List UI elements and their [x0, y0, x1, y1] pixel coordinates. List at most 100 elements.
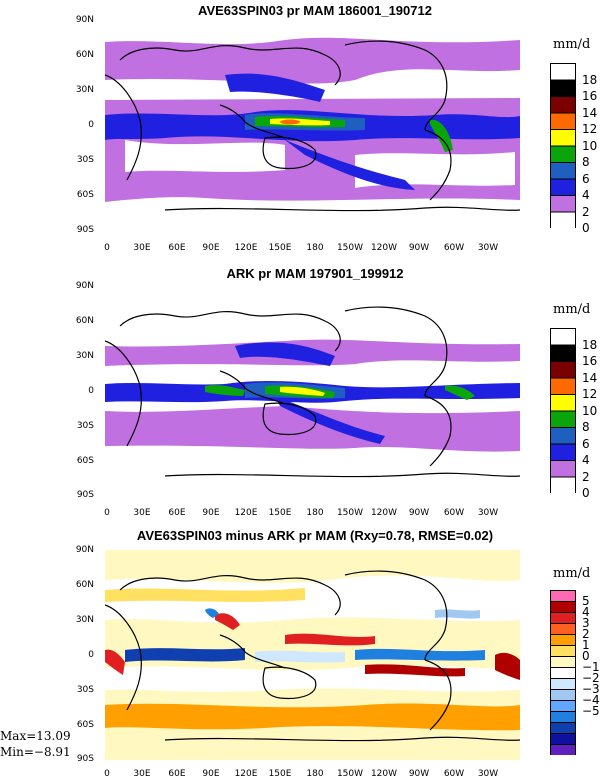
- colorbar-label: −5: [582, 704, 600, 718]
- colorbar-label: 4: [582, 605, 590, 619]
- colorbar-label: 8: [582, 420, 590, 434]
- colorbar-label: 1: [582, 638, 590, 652]
- lon-label: 30W: [477, 243, 499, 253]
- panel-2-lat-30n: 30N: [75, 351, 94, 361]
- colorbar-swatch: [550, 722, 576, 734]
- colorbar-label: 3: [582, 616, 590, 630]
- lon-label: 120E: [234, 508, 258, 518]
- colorbar-label: −1: [582, 660, 600, 674]
- colorbar-swatch: [550, 612, 576, 624]
- panel-1-units: mm/d: [553, 37, 591, 52]
- colorbar-swatch: [550, 162, 576, 180]
- colorbar-label: 4: [582, 453, 590, 467]
- colorbar-label: 4: [582, 188, 590, 202]
- panel-2-map: [105, 286, 520, 496]
- panel-2-lat-60s: 60S: [76, 456, 94, 466]
- lon-label: 120W: [370, 769, 398, 779]
- colorbar-label: 8: [582, 155, 590, 169]
- lon-label: 120W: [370, 243, 398, 253]
- lon-label: 150W: [336, 243, 364, 253]
- precip-field-2-4: [105, 37, 520, 84]
- colorbar-swatch: [550, 328, 576, 346]
- lon-label: 60W: [443, 243, 465, 253]
- lon-label: 150E: [268, 508, 292, 518]
- lon-label: 30E: [133, 508, 151, 518]
- stats-min: Min=−8.91: [0, 745, 71, 759]
- coastlines: [105, 570, 520, 742]
- lon-label: 60E: [168, 769, 186, 779]
- panel-2-lat-60n: 60N: [75, 316, 94, 326]
- panel-1-lat-30n: 30N: [75, 85, 94, 95]
- lon-label: 90E: [202, 243, 220, 253]
- panel-1-lat-0: 0: [88, 120, 94, 130]
- colorbar-label: 16: [582, 89, 598, 103]
- lon-label: 180: [306, 243, 324, 253]
- colorbar-swatch: [550, 145, 576, 163]
- panel-3-map: [105, 550, 520, 760]
- colorbar-label: 2: [582, 469, 590, 484]
- colorbar-label: 18: [582, 337, 598, 352]
- lon-label: 90W: [408, 769, 430, 779]
- colorbar-label: 6: [582, 436, 590, 451]
- lon-label: 180: [306, 769, 324, 779]
- colorbar-swatch: [550, 678, 576, 690]
- panel-1-lat-60s: 60S: [76, 190, 94, 200]
- colorbar-swatch: [550, 700, 576, 712]
- colorbar-swatch: [550, 96, 576, 114]
- panel-3-lat-60s: 60S: [76, 720, 94, 730]
- colorbar-swatch: [550, 645, 576, 657]
- panel-2-title: ARK pr MAM 197901_199912: [226, 266, 404, 281]
- colorbar-swatch: [550, 443, 576, 461]
- lon-label: 30E: [133, 243, 151, 253]
- colorbar-swatch: [550, 63, 576, 81]
- lon-label: 90E: [202, 508, 220, 518]
- colorbar-swatch: [550, 667, 576, 679]
- panel-3-colorbar: [550, 590, 576, 755]
- colorbar-swatch: [550, 178, 576, 196]
- lon-label: 60W: [443, 769, 465, 779]
- colorbar-label: 6: [582, 171, 590, 186]
- colorbar-swatch: [550, 744, 576, 755]
- coastlines: [105, 40, 520, 212]
- panel-3-units: mm/d: [553, 566, 591, 581]
- panel-3-lat-30s: 30S: [76, 685, 94, 695]
- lon-label: 150W: [336, 769, 364, 779]
- lon-label: 0: [104, 769, 110, 779]
- colorbar-swatch: [550, 394, 576, 412]
- lon-label: 150E: [268, 769, 292, 779]
- colorbar-swatch: [550, 410, 576, 428]
- colorbar-swatch: [550, 623, 576, 635]
- panel-3-lat-90s: 90S: [76, 754, 94, 764]
- panel-1-map: [105, 20, 520, 230]
- colorbar-label: −3: [582, 682, 600, 696]
- panel-2-units: mm/d: [553, 302, 591, 317]
- lon-label: 0: [104, 243, 110, 253]
- colorbar-label: 14: [582, 370, 598, 385]
- colorbar-label: 2: [582, 627, 590, 641]
- panel-3-lat-60n: 60N: [75, 580, 94, 590]
- colorbar-swatch: [550, 361, 576, 379]
- stats-readout: Max=13.09 Min=−8.91: [0, 728, 71, 760]
- colorbar-swatch: [550, 79, 576, 97]
- colorbar-label: 0: [582, 649, 590, 663]
- colorbar-swatch: [550, 377, 576, 395]
- lon-label: 120E: [234, 769, 258, 779]
- precip-field-8-10: [205, 385, 245, 396]
- colorbar-swatch: [550, 590, 576, 602]
- colorbar-swatch: [550, 634, 576, 646]
- lon-label: 60W: [443, 508, 465, 518]
- panel-1-colorbar: [550, 63, 576, 228]
- colorbar-swatch: [550, 601, 576, 613]
- lon-label: 150W: [336, 508, 364, 518]
- colorbar-label: 0: [582, 486, 590, 500]
- panel-1-lat-60n: 60N: [75, 50, 94, 60]
- colorbar-label: 16: [582, 354, 598, 368]
- lon-label: 120E: [234, 243, 258, 253]
- colorbar-swatch: [550, 656, 576, 668]
- lon-label: 90W: [408, 508, 430, 518]
- panel-1-title: AVE63SPIN03 pr MAM 186001_190712: [198, 3, 432, 18]
- colorbar-label: −4: [582, 693, 600, 707]
- panel-2-lat-90s: 90S: [76, 490, 94, 500]
- panel-2-lat-30s: 30S: [76, 421, 94, 431]
- lon-label: 90E: [202, 769, 220, 779]
